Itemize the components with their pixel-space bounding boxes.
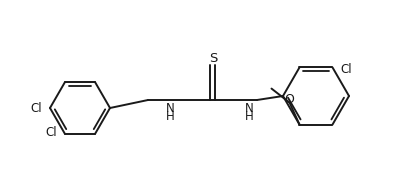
Text: Cl: Cl <box>30 102 42 114</box>
Text: Cl: Cl <box>45 127 57 139</box>
Text: H: H <box>165 109 174 122</box>
Text: N: N <box>165 102 174 114</box>
Text: O: O <box>284 93 294 106</box>
Text: H: H <box>244 109 253 122</box>
Text: Cl: Cl <box>340 63 352 76</box>
Text: N: N <box>244 102 253 114</box>
Text: S: S <box>208 51 217 65</box>
